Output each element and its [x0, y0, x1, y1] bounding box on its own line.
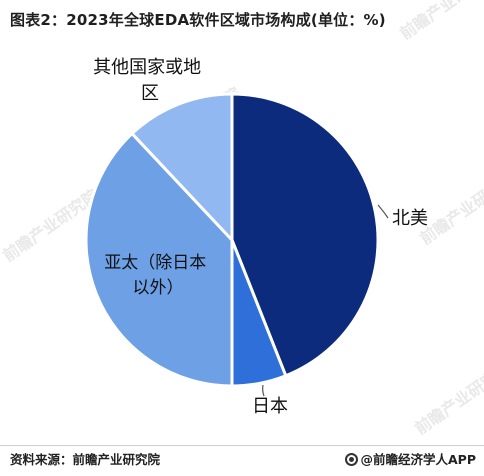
slice-label-other-line-1: 其他国家或地 — [93, 57, 201, 78]
leader-line-japan — [262, 384, 265, 397]
leader-lines — [262, 204, 389, 397]
slice-label-other: 其他国家或地 区 — [93, 57, 207, 104]
slice-label-asia-pacific-line-2: 以外） — [133, 278, 184, 298]
pie-slice-north-america — [230, 92, 380, 378]
watermark-text: 前瞻产业研究院 — [396, 0, 484, 43]
slice-label-north-america: 北美 — [392, 208, 428, 229]
pie-slice-other — [130, 92, 234, 242]
leader-line-north-america — [377, 204, 389, 219]
slice-label-asia-pacific: 亚太（除日本 以外） — [104, 253, 211, 298]
credit-text: @前瞻经济学人APP — [360, 452, 477, 467]
footer-divider — [0, 445, 484, 446]
pie-slices — [84, 92, 380, 388]
credit-note: @前瞻经济学人APP — [344, 449, 477, 468]
slice-label-asia-pacific-line-1: 亚太（除日本 — [104, 253, 206, 273]
slice-labels: 北美 日本 亚太（除日本 以外） 其他国家或地 区 — [93, 57, 428, 417]
brand-logo-icon — [344, 453, 358, 466]
chart-title: 图表2：2023年全球EDA软件区域市场构成(单位：%) — [10, 11, 386, 29]
source-note: 资料来源：前瞻产业研究院 — [10, 452, 161, 467]
slice-label-japan: 日本 — [252, 396, 288, 417]
watermark-text: 前瞻产业研究院 — [411, 358, 484, 438]
pie-slice-asia-pacific — [84, 132, 234, 388]
slice-label-other-line-2: 区 — [141, 83, 159, 104]
